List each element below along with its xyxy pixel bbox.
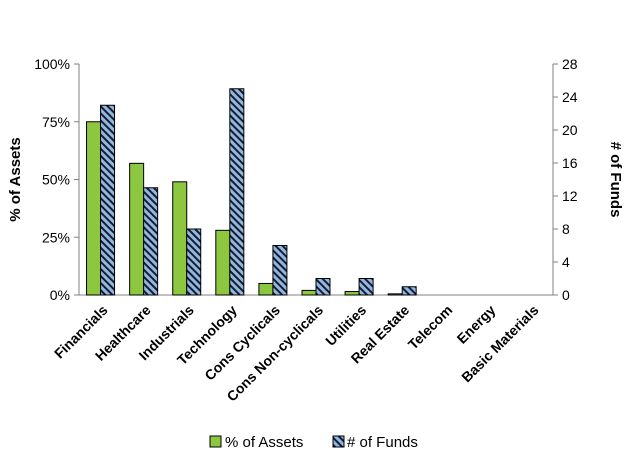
legend: % of Assets # of Funds (209, 434, 418, 451)
legend-swatch-num-funds (332, 435, 345, 448)
x-category-label: Telecom (405, 302, 456, 353)
x-category-label: Cons Cyclicals (201, 302, 283, 384)
bar-num-funds (143, 187, 159, 296)
y-left-tick-label: 50% (42, 172, 70, 188)
bar-num-funds (186, 228, 202, 296)
y-left-tick-label: 25% (42, 229, 70, 245)
bar-pct-assets (86, 121, 102, 296)
legend-swatch-pct-assets (209, 435, 222, 448)
bar-pct-assets (215, 229, 231, 296)
x-category-label: Basic Materials (458, 302, 542, 386)
bar-num-funds (315, 278, 331, 296)
y-right-tick-label: 8 (562, 221, 570, 237)
y-right-tick-label: 12 (562, 188, 578, 204)
bar-num-funds (100, 104, 116, 296)
bar-pct-assets (172, 181, 188, 296)
bar-num-funds (272, 245, 288, 296)
y-left-tick-label: 75% (42, 114, 70, 130)
y-right-tick-label: 28 (562, 56, 578, 72)
y-left-tick-label: 0% (50, 287, 70, 303)
y-right-tick-label: 4 (562, 254, 570, 270)
y-right-tick-label: 20 (562, 122, 578, 138)
y-axis-right-title: # of Funds (607, 142, 624, 218)
bar-pct-assets (258, 282, 274, 296)
y-axis-left-title: % of Assets (7, 137, 24, 221)
bar-pct-assets (387, 293, 403, 296)
bars (86, 88, 417, 296)
legend-label-pct-assets: % of Assets (225, 434, 303, 451)
y-right-tick-label: 0 (562, 287, 570, 303)
bar-num-funds (229, 88, 245, 296)
bar-num-funds (401, 286, 417, 296)
bar-pct-assets (301, 289, 317, 296)
legend-label-num-funds: # of Funds (347, 434, 418, 451)
bar-pct-assets (344, 291, 360, 296)
bar-num-funds (358, 278, 374, 296)
y-right-tick-label: 24 (562, 89, 578, 105)
bar-pct-assets (129, 162, 145, 296)
y-left-tick-label: 100% (34, 56, 70, 72)
y-right-tick-label: 16 (562, 155, 578, 171)
